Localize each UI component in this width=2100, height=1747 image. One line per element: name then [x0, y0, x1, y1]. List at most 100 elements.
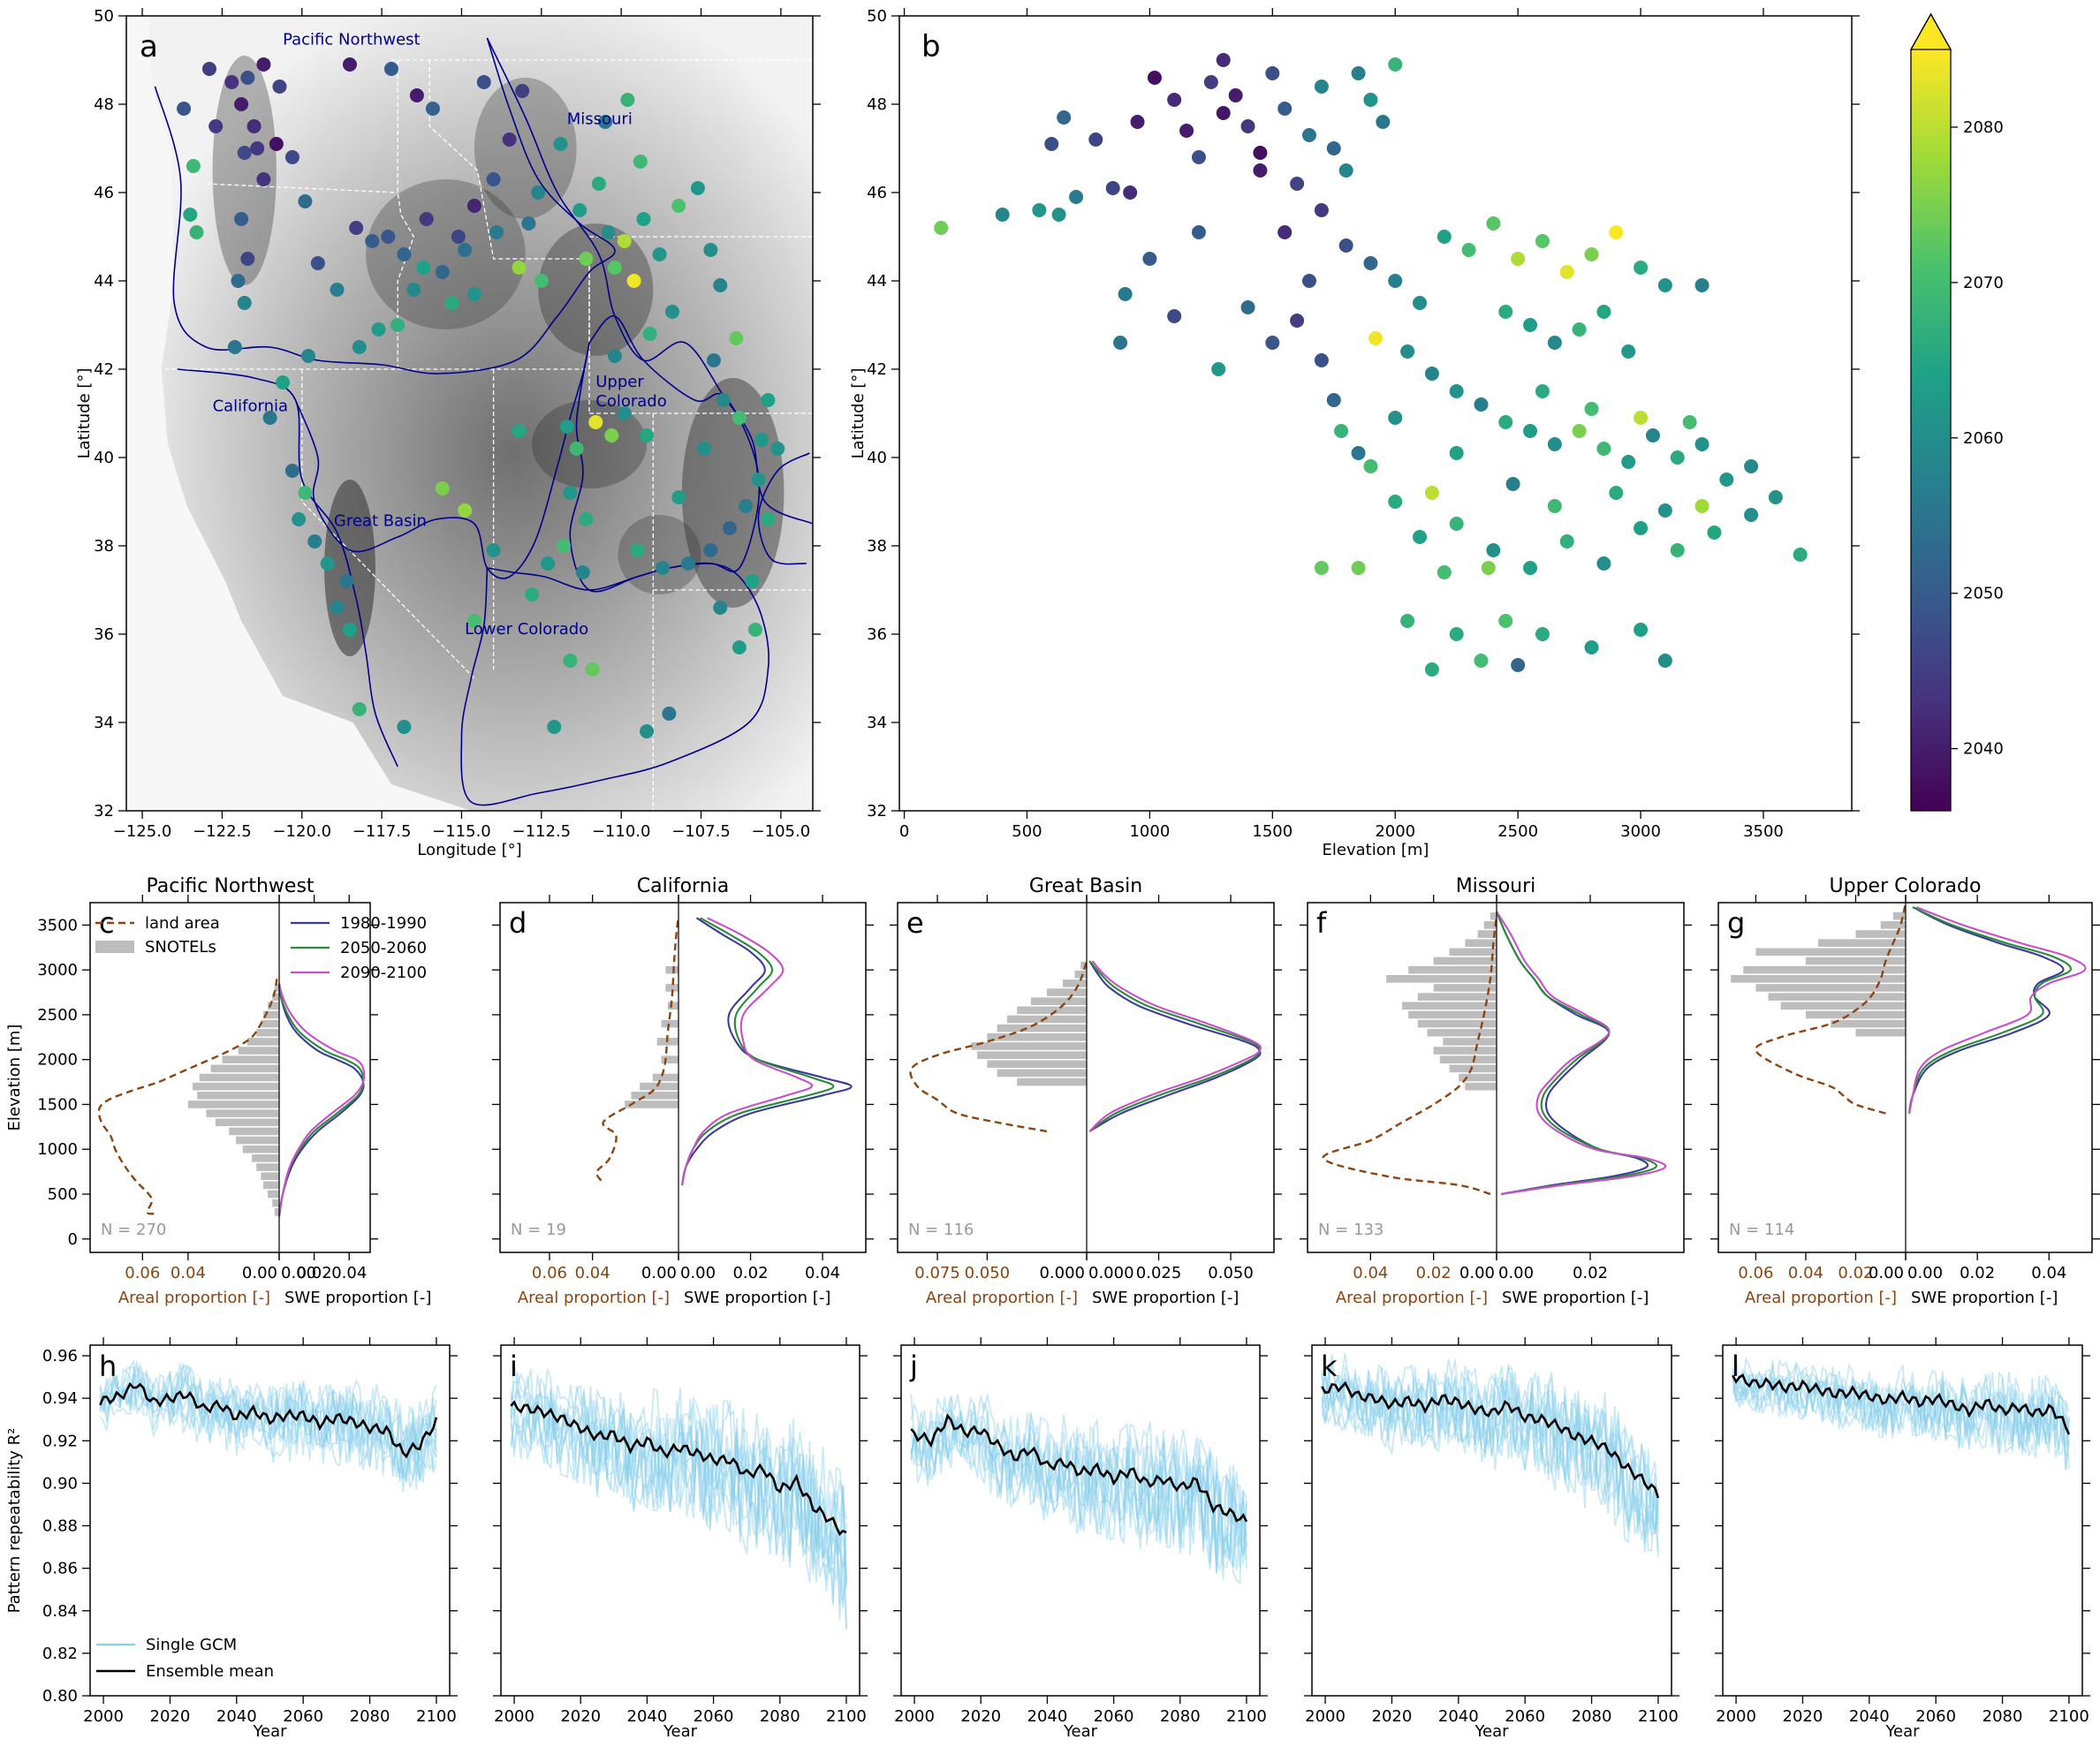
snotel-point — [1051, 208, 1066, 222]
x-tick-label-right: 0.025 — [1136, 1264, 1182, 1282]
y-tick-label: 36 — [867, 625, 887, 644]
snotel-point — [1486, 543, 1501, 557]
snotel-point — [553, 137, 568, 151]
snotel-bar — [1743, 965, 1906, 974]
single-gcm-line — [510, 1402, 847, 1603]
snotel-point — [585, 662, 600, 677]
snotel-point — [330, 283, 345, 297]
snotel-point — [1621, 455, 1636, 469]
single-gcm-line — [1732, 1378, 2070, 1458]
panel-j-frame — [900, 1344, 1261, 1697]
snotel-point — [607, 261, 622, 275]
snotel-point — [1203, 75, 1218, 89]
snotel-point — [515, 84, 530, 98]
x-tick-label-right: 0.04 — [2031, 1264, 2066, 1282]
panel-l: 2000 2020 2040 2060 2080 2100 Year l — [1715, 1337, 2090, 1741]
panel-c-frame — [89, 902, 371, 1253]
snotel-point — [390, 318, 406, 332]
snotel-point — [1376, 115, 1391, 129]
snotel-point — [502, 132, 517, 147]
snotel-point — [1167, 93, 1182, 107]
snotel-point — [1498, 614, 1513, 628]
y-tick-label: 1000 — [37, 1140, 78, 1159]
x-tick-label: 0 — [899, 822, 909, 841]
snotel-point — [234, 97, 249, 111]
snotel-point — [183, 208, 198, 222]
single-gcm-line — [1321, 1364, 1659, 1527]
y-axis-label: Latitude [°] — [849, 368, 868, 459]
snotel-bar — [274, 984, 279, 992]
single-gcm-line — [1732, 1357, 2070, 1442]
x-axis-label: Year — [252, 1722, 287, 1741]
snotel-point — [1400, 344, 1415, 359]
snotel-point — [579, 252, 594, 266]
snotel-point — [512, 261, 527, 275]
x-tick-label: 2100 — [416, 1707, 457, 1726]
snotel-bar — [997, 1069, 1087, 1078]
snotel-point — [1413, 530, 1428, 544]
snotel-point — [531, 185, 546, 200]
snotel-bar — [1831, 1019, 1906, 1028]
colorbar-tick-label: 2050 — [1963, 585, 2004, 603]
single-gcm-line — [1321, 1373, 1659, 1544]
single-gcm-line — [910, 1397, 1247, 1573]
single-gcm-line — [910, 1394, 1247, 1561]
y-tick-label: 0.88 — [42, 1517, 78, 1536]
snotel-bar — [1490, 911, 1497, 920]
snotel-point — [1596, 556, 1611, 571]
snotel-point — [1105, 181, 1120, 195]
snotel-bar — [262, 1181, 279, 1190]
snotel-point — [1449, 517, 1464, 531]
x-tick-label-left: 0.00 — [242, 1264, 277, 1282]
x-axis-label: Longitude [°] — [417, 841, 521, 859]
snotel-point — [1130, 115, 1145, 129]
snotel-point — [557, 539, 572, 553]
colorbar — [1911, 49, 1951, 811]
snotel-point — [1290, 314, 1305, 328]
snotel-point — [591, 177, 606, 191]
basin-outline — [177, 368, 398, 768]
panel-label: f — [1316, 906, 1327, 940]
snotel-bar — [261, 1172, 279, 1181]
x-tick-label-left: 0.02 — [1416, 1264, 1452, 1282]
snotel-point — [761, 512, 776, 526]
snotel-point — [339, 574, 354, 588]
colorbar-tick-label: 2070 — [1963, 274, 2004, 292]
snotel-point — [1547, 336, 1562, 350]
x-tick-label: 2080 — [350, 1707, 390, 1726]
swe-line-1980-1990 — [1496, 911, 1649, 1196]
snotel-point — [1368, 331, 1383, 345]
snotel-point — [1057, 110, 1072, 125]
single-gcm-line — [510, 1400, 847, 1629]
snotel-bar — [1417, 1019, 1497, 1028]
x-tick-label: 2100 — [826, 1707, 867, 1726]
y-tick-label: 0.92 — [42, 1432, 78, 1450]
snotel-point — [276, 375, 291, 389]
snotel-point — [662, 707, 677, 721]
snotel-bar — [1768, 993, 1906, 1001]
panel-f-frame — [1307, 902, 1685, 1253]
mountain-shade — [474, 78, 577, 219]
legend-label: 2050-2060 — [340, 939, 427, 957]
snotel-point — [1179, 124, 1194, 138]
snotel-point — [524, 587, 539, 601]
snotel-point — [1645, 428, 1660, 442]
snotel-bar — [1880, 921, 1906, 929]
single-gcm-line — [1732, 1356, 2070, 1442]
single-gcm-line — [99, 1362, 437, 1478]
panel-a: Pacific Northwest Missouri California Great… — [75, 7, 821, 859]
x-tick-label: −105.0 — [752, 822, 811, 841]
snotel-point — [1044, 137, 1059, 151]
snotel-point — [1596, 442, 1611, 456]
snotel-point — [310, 256, 325, 270]
basin-outline — [486, 37, 813, 525]
single-gcm-line — [910, 1419, 1247, 1568]
x-tick-label: 2020 — [150, 1707, 191, 1726]
snotel-point — [1123, 185, 1138, 200]
snotel-point — [563, 486, 578, 500]
snotel-bar — [1805, 1010, 1906, 1019]
snotel-point — [486, 172, 501, 186]
snotel-point — [690, 181, 705, 195]
y-tick-label: 2000 — [37, 1051, 78, 1070]
ensemble-mean-line — [99, 1381, 438, 1459]
